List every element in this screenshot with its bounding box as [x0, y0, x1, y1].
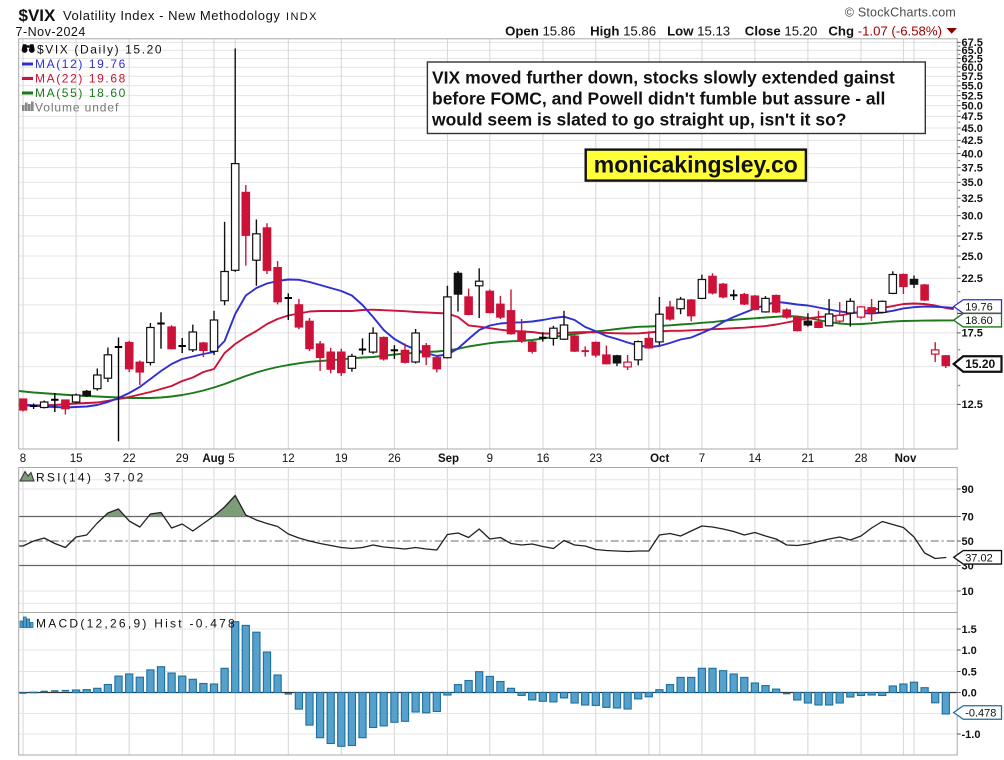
svg-text:0.0: 0.0: [962, 687, 977, 699]
svg-text:55.0: 55.0: [962, 81, 983, 93]
svg-text:12.5: 12.5: [962, 399, 983, 411]
svg-text:28: 28: [855, 453, 868, 465]
svg-text:26: 26: [388, 453, 401, 465]
svg-text:15.20: 15.20: [965, 357, 995, 371]
svg-text:-0.478: -0.478: [965, 708, 996, 720]
svg-text:7-Nov-2024: 7-Nov-2024: [16, 25, 86, 39]
svg-text:65.0: 65.0: [962, 45, 983, 57]
svg-text:10: 10: [962, 586, 974, 598]
svg-text:37.5: 37.5: [962, 162, 983, 174]
svg-text:1.0: 1.0: [962, 645, 977, 657]
svg-text:INDX: INDX: [286, 11, 318, 23]
svg-text:17.5: 17.5: [962, 328, 983, 340]
svg-text:47.5: 47.5: [962, 111, 983, 123]
svg-text:37.02: 37.02: [965, 552, 993, 564]
svg-text:MACD(12,26,9) Hist -0.478: MACD(12,26,9) Hist -0.478: [36, 617, 237, 631]
svg-text:Oct: Oct: [650, 453, 669, 465]
svg-text:42.5: 42.5: [962, 135, 983, 147]
svg-text:57.5: 57.5: [962, 71, 983, 83]
svg-text:50.0: 50.0: [962, 100, 983, 112]
svg-text:monicakingsley.co: monicakingsley.co: [594, 152, 798, 178]
svg-text:MA(22) 19.68: MA(22) 19.68: [35, 72, 127, 86]
svg-text:32.5: 32.5: [962, 193, 983, 205]
svg-text:VIX moved further down, stocks: VIX moved further down, stocks slowly ex…: [432, 68, 895, 88]
svg-text:21: 21: [802, 453, 815, 465]
svg-text:Aug: Aug: [202, 453, 224, 465]
svg-text:29: 29: [176, 453, 189, 465]
svg-text:Nov: Nov: [895, 453, 917, 465]
svg-text:19: 19: [335, 453, 348, 465]
svg-text:22: 22: [123, 453, 136, 465]
svg-text:$VIX (Daily) 15.20: $VIX (Daily) 15.20: [37, 43, 163, 57]
svg-text:30.0: 30.0: [962, 210, 983, 222]
svg-text:22.5: 22.5: [962, 273, 983, 285]
svg-text:67.5: 67.5: [962, 37, 983, 49]
svg-text:16: 16: [537, 453, 550, 465]
svg-text:50: 50: [962, 536, 974, 548]
svg-text:5: 5: [228, 453, 234, 465]
svg-text:7: 7: [699, 453, 705, 465]
svg-text:RSI(14) 37.02: RSI(14) 37.02: [36, 471, 146, 485]
svg-text:would seem is slated to go str: would seem is slated to go straight up, …: [431, 110, 846, 130]
svg-text:-1.0: -1.0: [962, 729, 981, 741]
svg-text:35.0: 35.0: [962, 177, 983, 189]
svg-text:25.0: 25.0: [962, 251, 983, 263]
svg-text:18.60: 18.60: [965, 315, 993, 327]
svg-text:90: 90: [962, 484, 974, 496]
svg-text:0.5: 0.5: [962, 666, 977, 678]
svg-text:23: 23: [589, 453, 602, 465]
svg-text:52.5: 52.5: [962, 90, 983, 102]
svg-text:8: 8: [20, 453, 26, 465]
svg-text:60.0: 60.0: [962, 62, 983, 74]
svg-text:45.0: 45.0: [962, 123, 983, 135]
svg-text:70: 70: [962, 511, 974, 523]
svg-text:© StockCharts.com: © StockCharts.com: [845, 6, 956, 20]
svg-text:MA(55) 18.60: MA(55) 18.60: [35, 86, 127, 100]
svg-text:before FOMC, and Powell didn't: before FOMC, and Powell didn't fumble bu…: [432, 89, 885, 109]
svg-text:Volatility Index - New Methodo: Volatility Index - New Methodology: [63, 8, 280, 23]
svg-text:MA(12) 19.76: MA(12) 19.76: [35, 57, 127, 71]
svg-text:14: 14: [749, 453, 762, 465]
svg-text:62.5: 62.5: [962, 53, 983, 65]
svg-text:Open 15.86 High 15.86 Low: Open 15.86 High 15.86 Low 15.13 Close 15…: [505, 24, 942, 39]
svg-text:9: 9: [487, 453, 493, 465]
svg-text:Sep: Sep: [438, 453, 459, 465]
svg-text:27.5: 27.5: [962, 231, 983, 243]
svg-text:$VIX: $VIX: [19, 6, 57, 25]
svg-text:40.0: 40.0: [962, 148, 983, 160]
svg-text:Volume undef: Volume undef: [35, 101, 119, 115]
svg-text:19.76: 19.76: [965, 302, 993, 314]
svg-text:12: 12: [282, 453, 295, 465]
svg-text:15: 15: [70, 453, 83, 465]
svg-text:1.5: 1.5: [962, 624, 977, 636]
